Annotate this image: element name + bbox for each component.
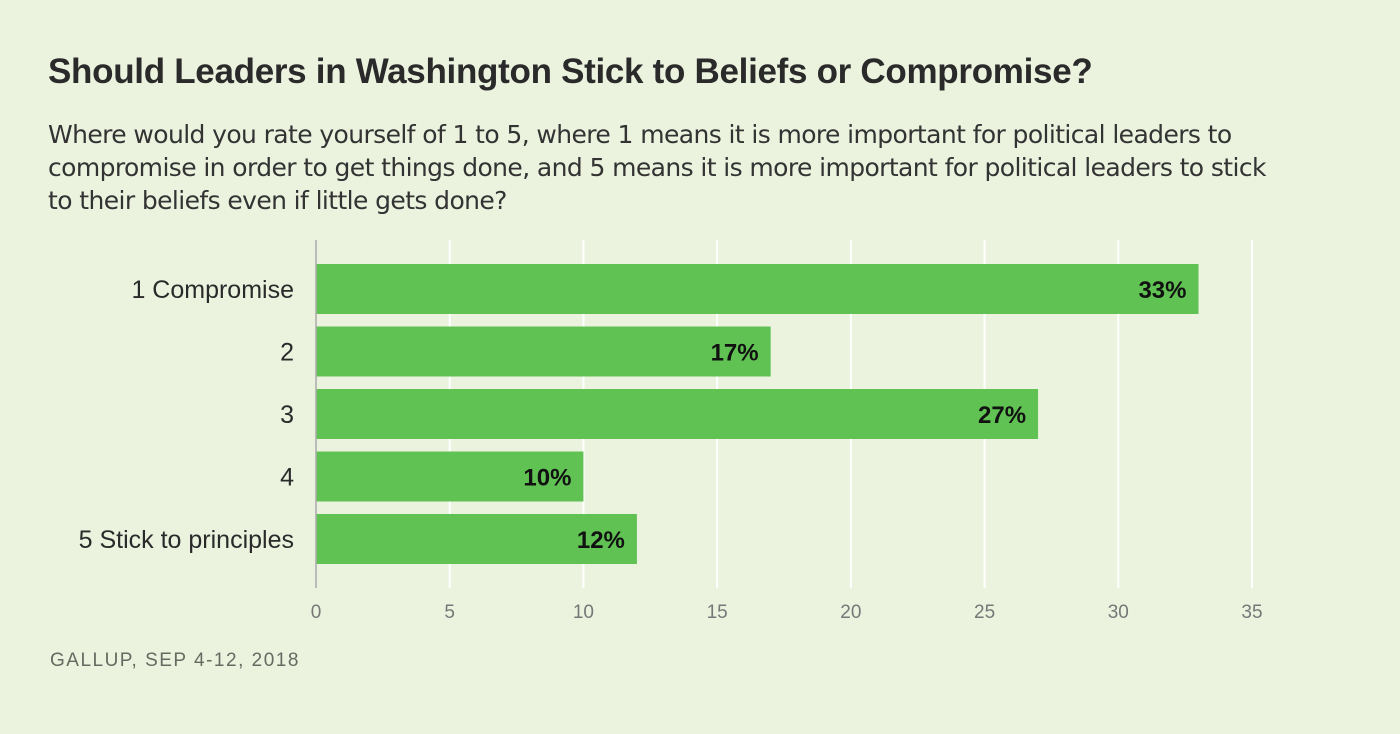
category-label: 1 Compromise (131, 276, 294, 304)
category-label: 4 (280, 464, 294, 492)
x-tick-label: 0 (311, 602, 322, 623)
bars (316, 264, 1199, 564)
value-label: 27% (978, 402, 1026, 429)
category-labels: 1 Compromise 2 3 4 5 Stick to principles (79, 276, 294, 554)
bar (316, 514, 637, 564)
category-label: 2 (280, 339, 294, 367)
category-label: 3 (280, 401, 294, 429)
chart-title: Should Leaders in Washington Stick to Be… (48, 52, 1093, 91)
x-tick-label: 35 (1241, 602, 1262, 623)
x-tick-label: 15 (707, 602, 728, 623)
x-tick-label: 5 (444, 602, 455, 623)
x-tick-label: 25 (974, 602, 995, 623)
bar (316, 389, 1039, 439)
x-tick-label: 30 (1108, 602, 1129, 623)
category-label: 5 Stick to principles (79, 526, 294, 554)
chart-subtitle: Where would you rate yourself of 1 to 5,… (48, 120, 1266, 215)
x-tick-labels: 0 5 10 15 20 25 30 35 (311, 602, 1263, 623)
value-label: 12% (577, 527, 625, 554)
value-label: 10% (523, 465, 571, 492)
value-labels: 33% 17% 27% 10% 12% (523, 277, 1186, 554)
bar (316, 451, 584, 502)
bar (316, 264, 1199, 314)
value-label: 17% (711, 340, 759, 367)
bar (316, 326, 771, 377)
x-tick-label: 20 (840, 602, 861, 623)
value-label: 33% (1138, 277, 1186, 304)
source-note: GALLUP, SEP 4-12, 2018 (50, 650, 300, 671)
x-tick-label: 10 (573, 602, 594, 623)
